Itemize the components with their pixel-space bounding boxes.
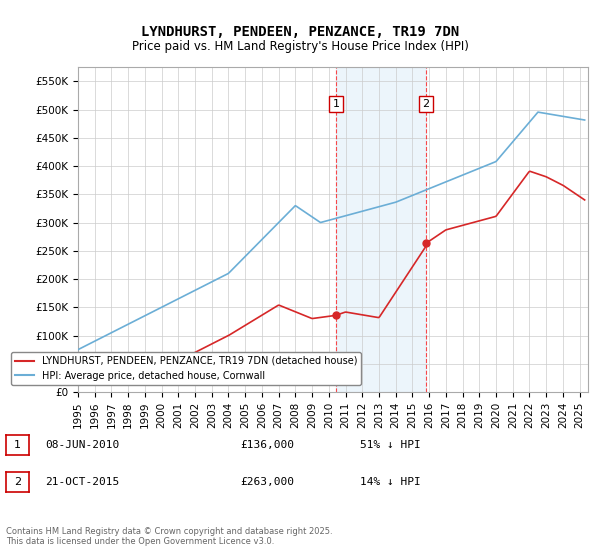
Text: 51% ↓ HPI: 51% ↓ HPI bbox=[360, 440, 421, 450]
Text: Contains HM Land Registry data © Crown copyright and database right 2025.
This d: Contains HM Land Registry data © Crown c… bbox=[6, 526, 332, 546]
Text: LYNDHURST, PENDEEN, PENZANCE, TR19 7DN: LYNDHURST, PENDEEN, PENZANCE, TR19 7DN bbox=[141, 25, 459, 39]
Text: 1: 1 bbox=[332, 99, 340, 109]
Text: 14% ↓ HPI: 14% ↓ HPI bbox=[360, 477, 421, 487]
Text: £136,000: £136,000 bbox=[240, 440, 294, 450]
Text: 1: 1 bbox=[14, 440, 21, 450]
Text: £263,000: £263,000 bbox=[240, 477, 294, 487]
Legend: LYNDHURST, PENDEEN, PENZANCE, TR19 7DN (detached house), HPI: Average price, det: LYNDHURST, PENDEEN, PENZANCE, TR19 7DN (… bbox=[11, 352, 361, 385]
Text: Price paid vs. HM Land Registry's House Price Index (HPI): Price paid vs. HM Land Registry's House … bbox=[131, 40, 469, 53]
Text: 21-OCT-2015: 21-OCT-2015 bbox=[45, 477, 119, 487]
Text: 08-JUN-2010: 08-JUN-2010 bbox=[45, 440, 119, 450]
Text: 2: 2 bbox=[422, 99, 430, 109]
Bar bbox=[336, 67, 426, 392]
Text: 2: 2 bbox=[14, 477, 21, 487]
